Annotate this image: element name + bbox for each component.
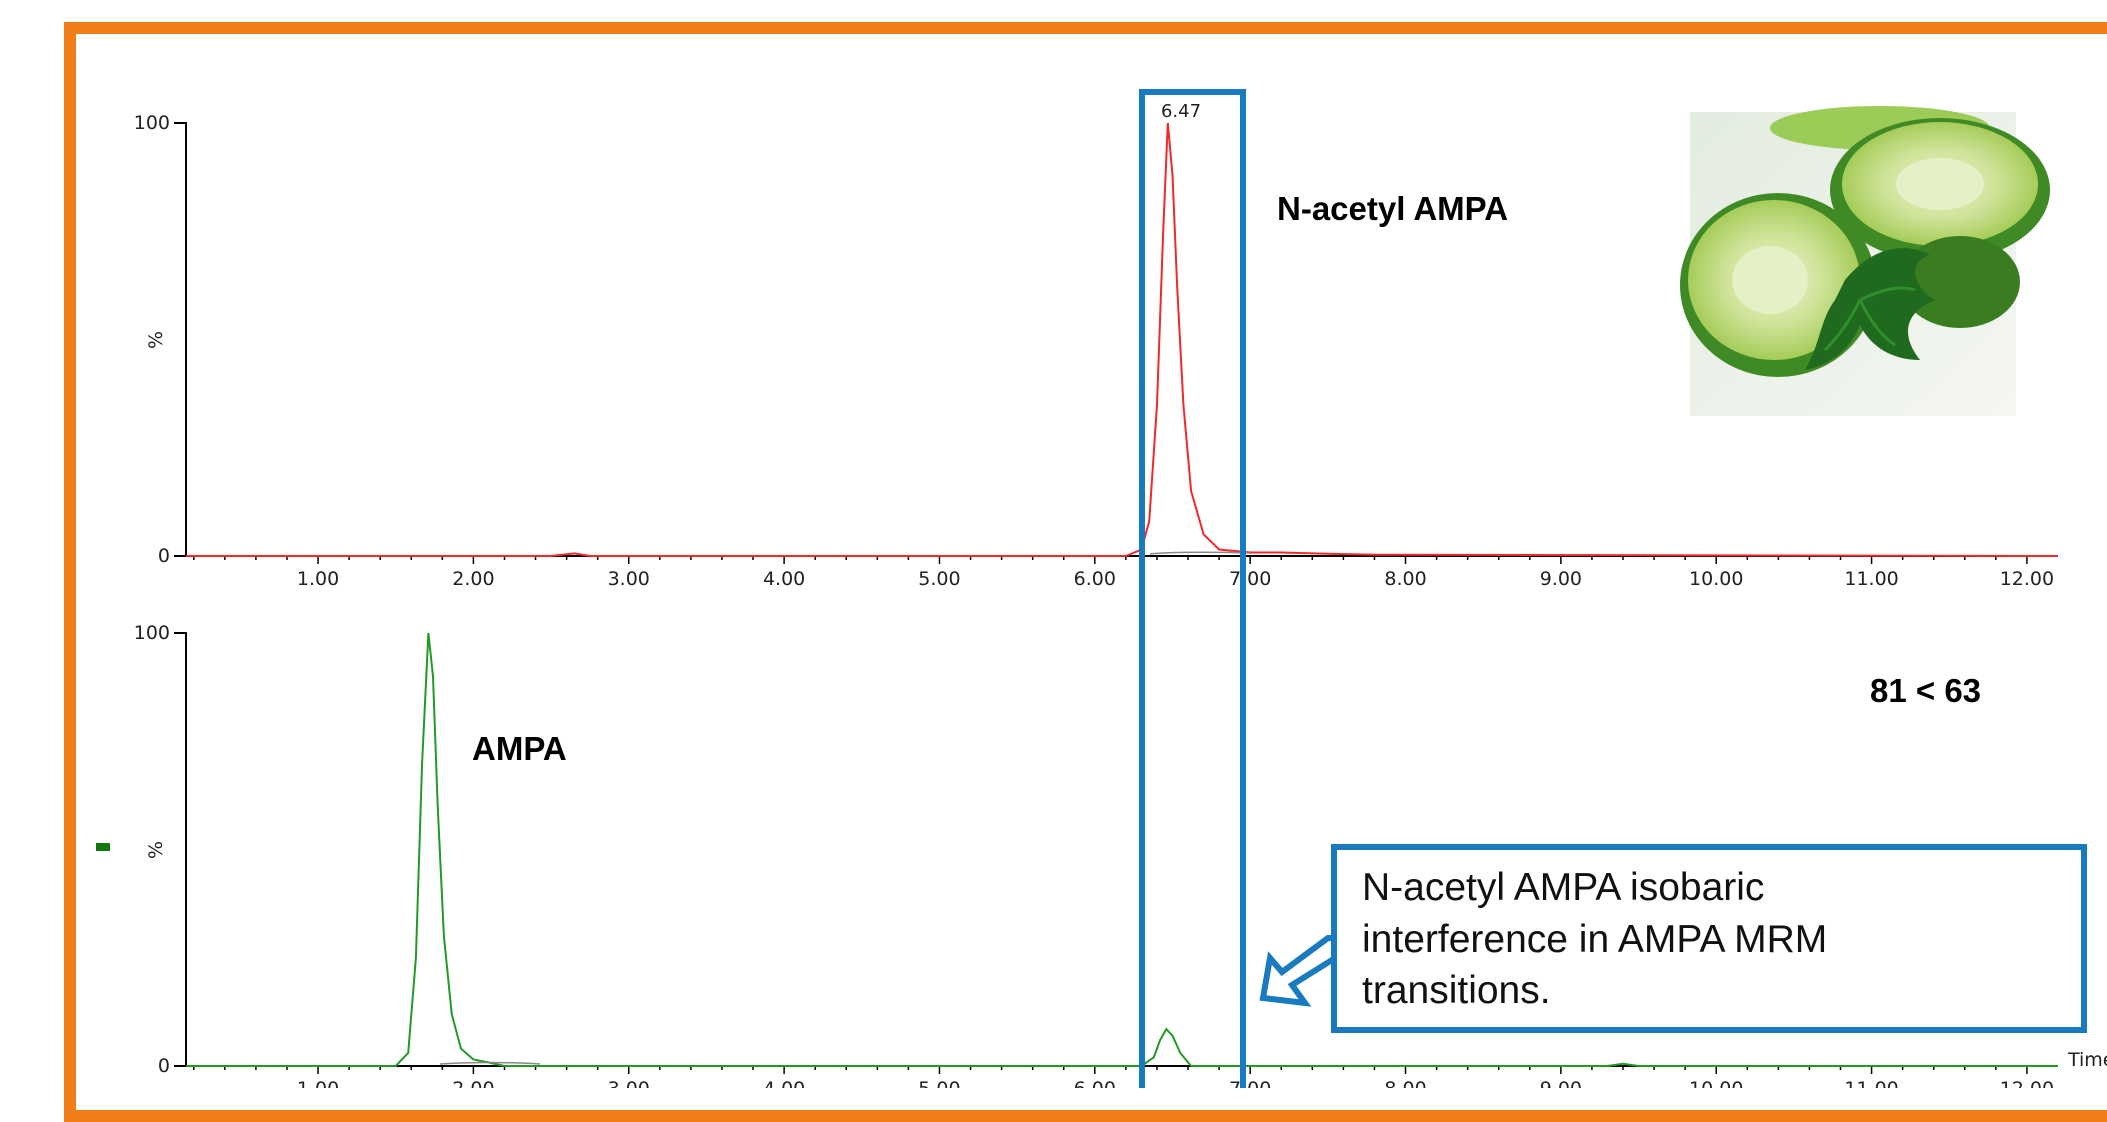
x-tick-label-top: 2.00 xyxy=(452,568,494,590)
x-tick-label-top: 4.00 xyxy=(763,568,805,590)
compound-label-n-acetyl-ampa: N-acetyl AMPA xyxy=(1277,190,1508,227)
x-tick-labels-top: 1.00 2.00 3.00 4.00 5.00 6.00 7.00 8.00 9.00 10.0… xyxy=(297,568,2054,590)
x-ticks-top xyxy=(193,556,2028,564)
highlight-box xyxy=(1139,89,1246,1088)
baseline-trace-bottom xyxy=(439,1061,541,1065)
callout-arrow xyxy=(1259,935,1344,1007)
x-tick-label-bottom: 9.00 xyxy=(1540,1078,1582,1088)
x-tick-label-bottom: 10.00 xyxy=(1689,1078,1743,1088)
x-tick-label-top: 8.00 xyxy=(1384,568,1426,590)
x-tick-label-top: 11.00 xyxy=(1844,568,1898,590)
y-axis-label-bottom: % xyxy=(145,841,167,859)
y-tick-label-bottom-0: 0 xyxy=(158,1055,170,1077)
x-tick-label-top: 10.00 xyxy=(1689,568,1743,590)
x-tick-label-top: 9.00 xyxy=(1540,568,1582,590)
x-tick-label-top: 1.00 xyxy=(297,568,339,590)
chromatogram-top: 100 0 % 1.00 2.00 3.00 4.00 5.00 6.00 7.00 8.00… xyxy=(134,101,2059,590)
callout-line-3: transitions. xyxy=(1362,969,1551,1012)
compound-label-ampa: AMPA xyxy=(472,730,567,767)
x-axis-label-time: Time xyxy=(2067,1049,2107,1071)
y-tick-label-bottom-100: 100 xyxy=(134,622,170,644)
x-ticks-bottom xyxy=(193,1066,2028,1074)
x-tick-label-top: 3.00 xyxy=(608,568,650,590)
peak-label-6-47: 6.47 xyxy=(1161,101,1201,122)
y-axis-label-top: % xyxy=(145,331,167,349)
callout-box xyxy=(1331,844,2087,1033)
x-tick-label-bottom: 6.00 xyxy=(1074,1078,1116,1088)
x-tick-label-bottom: 7.00 xyxy=(1229,1078,1271,1088)
chromatogram-bottom: 100 0 % 1.00 2.00 3.00 4.00 5.00 6.00 7.00 8.00… xyxy=(96,622,2107,1088)
y-tick-label-top-100: 100 xyxy=(134,112,170,134)
x-tick-label-bottom: 5.00 xyxy=(918,1078,960,1088)
callout-line-2: interference in AMPA MRM xyxy=(1362,918,1827,961)
x-tick-label-top: 6.00 xyxy=(1074,568,1116,590)
cucumber-photo xyxy=(1680,106,2050,416)
x-tick-label-bottom: 1.00 xyxy=(297,1078,339,1088)
x-tick-label-top: 12.00 xyxy=(2000,568,2054,590)
callout: N-acetyl AMPA isobaric interference in A… xyxy=(1259,844,2087,1033)
callout-line-1: N-acetyl AMPA isobaric xyxy=(1362,866,1764,909)
x-tick-labels-bottom: 1.00 2.00 3.00 4.00 5.00 6.00 7.00 8.00 9.00 10.0… xyxy=(297,1078,2054,1088)
trace-n-acetyl-ampa xyxy=(186,122,2059,557)
x-tick-label-bottom: 12.00 xyxy=(2000,1078,2054,1088)
x-tick-label-bottom: 4.00 xyxy=(763,1078,805,1088)
legend-marker xyxy=(96,843,110,851)
baseline-trace-top xyxy=(1149,551,1251,555)
x-tick-label-top: 7.00 xyxy=(1229,568,1271,590)
transition-label: 81 < 63 xyxy=(1870,672,1981,709)
x-tick-label-bottom: 8.00 xyxy=(1384,1078,1426,1088)
x-tick-label-bottom: 2.00 xyxy=(452,1078,494,1088)
x-tick-label-bottom: 3.00 xyxy=(608,1078,650,1088)
chromatogram-figure: 100 0 % 1.00 2.00 3.00 4.00 5.00 6.00 7.00 8.00… xyxy=(96,89,2107,1088)
x-tick-label-bottom: 11.00 xyxy=(1844,1078,1898,1088)
y-tick-label-top-0: 0 xyxy=(158,545,170,567)
x-tick-label-top: 5.00 xyxy=(918,568,960,590)
